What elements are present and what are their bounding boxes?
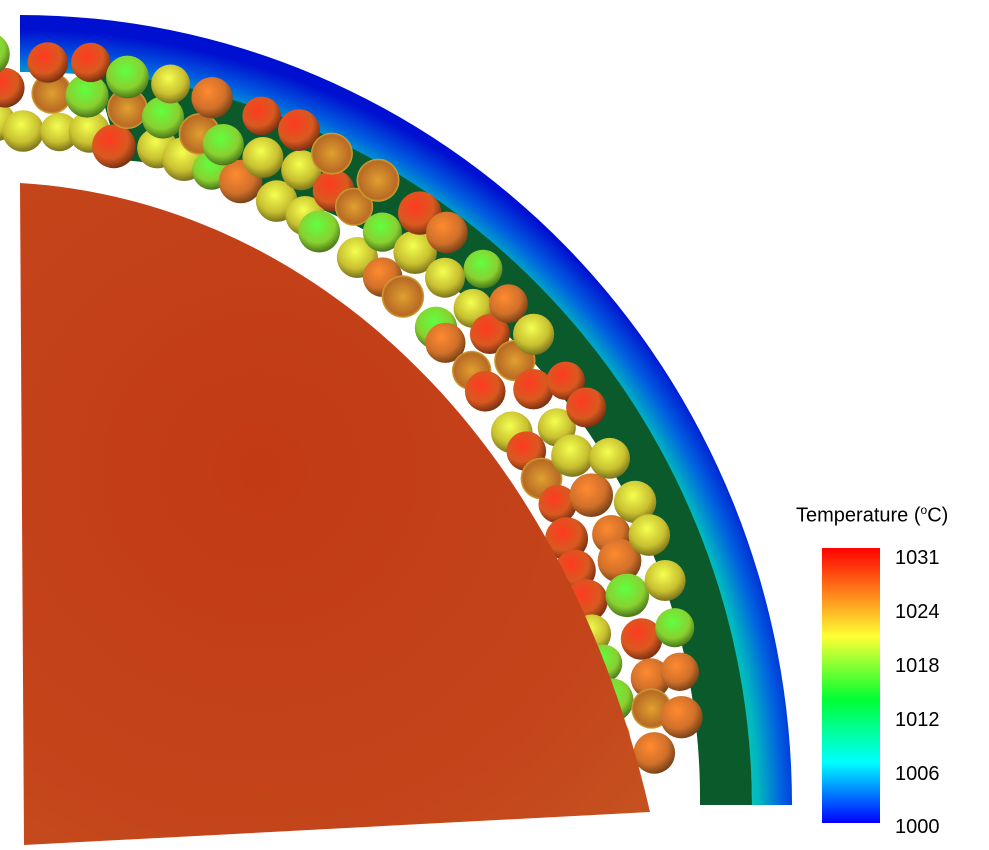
particle — [40, 112, 79, 152]
particle — [242, 137, 284, 178]
particle — [538, 485, 577, 524]
particle — [65, 74, 109, 118]
tick-label-1031: 1031 — [895, 547, 940, 569]
particle — [566, 387, 607, 428]
tick-label-1000: 1000 — [895, 816, 940, 838]
particle — [298, 210, 341, 253]
inner-core — [20, 183, 650, 845]
particle — [281, 150, 322, 191]
particle — [545, 517, 589, 561]
particle — [655, 608, 695, 648]
particle — [513, 369, 554, 410]
particle — [425, 322, 466, 363]
particle — [597, 538, 642, 583]
particle — [242, 96, 281, 136]
particle — [463, 249, 503, 289]
particle — [71, 42, 111, 83]
tick-label-1018: 1018 — [895, 655, 940, 677]
particle — [335, 187, 374, 226]
particle — [27, 42, 69, 83]
particle — [141, 96, 185, 139]
particle — [660, 696, 703, 739]
particle — [151, 64, 191, 104]
particle — [425, 257, 465, 298]
particle — [31, 72, 73, 114]
particle — [106, 55, 149, 99]
particle — [464, 371, 506, 412]
particle — [569, 473, 614, 517]
particle — [620, 618, 663, 660]
particle — [202, 124, 244, 166]
particle — [107, 88, 148, 129]
particle — [0, 67, 25, 108]
particle — [310, 132, 353, 175]
particle — [660, 652, 699, 691]
particle — [589, 437, 630, 479]
tick-label-1024: 1024 — [895, 601, 940, 623]
colorbar — [822, 548, 880, 823]
particle — [613, 480, 657, 524]
particle — [362, 212, 402, 252]
particle — [381, 275, 425, 318]
particle — [644, 560, 686, 601]
particle — [546, 361, 585, 400]
particle — [92, 124, 136, 169]
particle — [2, 110, 44, 152]
particle — [356, 158, 400, 202]
particle — [278, 109, 320, 151]
tick-label-1012: 1012 — [895, 709, 940, 731]
particle — [551, 434, 594, 477]
particle — [633, 732, 676, 774]
outer-shell — [20, 15, 792, 805]
legend-title: Temperature (oC) — [796, 503, 949, 527]
tick-label-1006: 1006 — [895, 763, 940, 785]
particle-bed — [0, 35, 703, 774]
particle — [605, 573, 650, 618]
particle — [393, 230, 437, 274]
particle — [513, 313, 555, 355]
particle — [426, 211, 468, 254]
particle — [628, 514, 671, 556]
particle — [630, 658, 671, 699]
particle — [0, 35, 10, 73]
particle — [469, 314, 510, 354]
particle — [191, 77, 233, 119]
particle — [489, 284, 528, 324]
colorbar-gradient — [822, 548, 880, 823]
